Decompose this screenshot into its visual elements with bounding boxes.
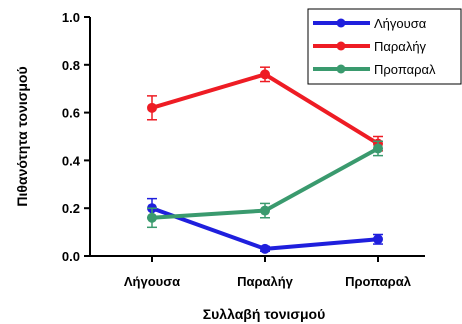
x-axis-title: Συλλαβή τονισμού: [203, 306, 325, 322]
x-tick-label: Προπαραλ: [345, 274, 412, 289]
legend-label: Παραλήγ: [374, 39, 427, 54]
x-ticks: Λήγουσα Παραλήγ Προπαραλ: [124, 256, 412, 289]
y-tick-label: 0.0: [62, 249, 80, 264]
legend-swatch-marker: [336, 41, 346, 51]
y-ticks: 0.0 0.2 0.4 0.6 0.8 1.0: [62, 10, 90, 264]
x-tick-label: Λήγουσα: [124, 274, 180, 289]
axes: [89, 17, 425, 257]
y-tick-label: 0.8: [62, 58, 80, 73]
series-layer: [147, 66, 383, 254]
legend-swatch-marker: [336, 64, 346, 74]
legend-label: Προπαραλ: [374, 62, 436, 77]
data-point: [373, 234, 383, 245]
y-tick-label: 0.2: [62, 201, 80, 216]
legend-item: Παραλήγ: [313, 39, 427, 54]
series-2: [147, 140, 383, 229]
data-point: [147, 102, 157, 113]
data-point: [260, 69, 270, 80]
y-tick-label: 1.0: [62, 10, 80, 25]
data-point: [260, 205, 270, 216]
x-tick-label: Παραλήγ: [237, 274, 294, 289]
y-axis-title: Πιθανότητα τονισμού: [14, 66, 30, 206]
data-point: [260, 243, 270, 254]
legend: Λήγουσα Παραλήγ Προπαραλ: [307, 8, 462, 85]
legend-item: Λήγουσα: [313, 16, 427, 31]
data-point: [147, 212, 157, 223]
legend-label: Λήγουσα: [374, 16, 427, 31]
legend-item: Προπαραλ: [313, 62, 436, 77]
legend-swatch-marker: [336, 18, 346, 28]
data-point: [373, 143, 383, 154]
y-tick-label: 0.4: [62, 153, 81, 168]
y-tick-label: 0.6: [62, 106, 80, 121]
series-line: [151, 72, 380, 146]
